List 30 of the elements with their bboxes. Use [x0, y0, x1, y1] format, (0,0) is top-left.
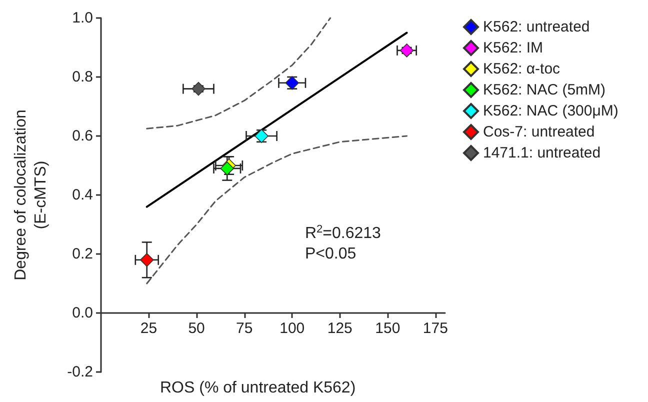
y-tick-label: 0.4	[72, 186, 93, 204]
legend-label: K562: IM	[483, 40, 544, 56]
point	[140, 253, 154, 267]
x-tick-label: 175	[422, 320, 448, 337]
x-tick-label: 150	[375, 320, 400, 337]
legend-label: K562: untreated	[483, 18, 590, 36]
x-tick-label: 100	[280, 320, 305, 337]
legend-label: 1471.1: untreated	[483, 144, 601, 162]
y-tick-label: -0.2	[67, 364, 93, 380]
point	[400, 44, 414, 58]
legend-label: K562: NAC (5mM)	[483, 82, 606, 98]
x-tick-label: 125	[327, 320, 352, 337]
y-axis-title: Degree of colocalization (E-cMTS)	[12, 110, 50, 280]
x-tick-label: 75	[236, 320, 253, 337]
line-series	[146, 17, 332, 130]
point	[220, 162, 234, 176]
legend-label: K562: NAC (300μM)	[483, 102, 618, 120]
y-tick-label: 0.6	[72, 128, 93, 144]
legend-label: K562: α-toc	[483, 60, 561, 78]
annotation: P<0.05	[305, 246, 356, 262]
x-axis-title: ROS (% of untreated K562)	[160, 380, 356, 396]
y-tick-label: 0.8	[72, 68, 93, 86]
x-tick-label: 50	[188, 320, 205, 337]
y-tick-label: 0.0	[72, 304, 93, 322]
point	[192, 82, 206, 96]
line-series	[146, 135, 408, 284]
y-tick-label: 0.2	[72, 246, 93, 262]
x-tick-label: 25	[140, 320, 158, 337]
y-tick-label: 1.0	[72, 10, 93, 26]
legend-label: Cos-7: untreated	[483, 124, 595, 140]
